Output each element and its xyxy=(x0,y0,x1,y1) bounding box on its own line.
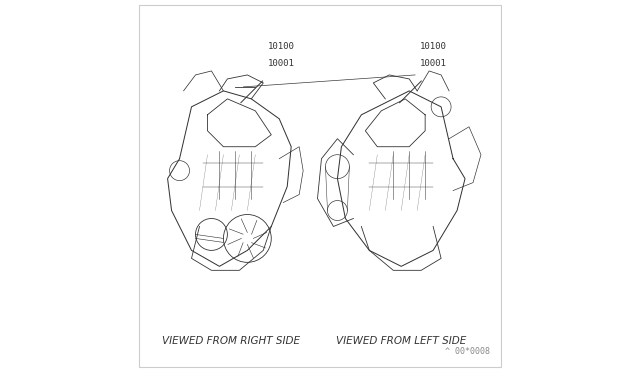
Text: 10001: 10001 xyxy=(268,59,295,68)
Text: ^ 00*0008: ^ 00*0008 xyxy=(445,347,490,356)
Text: VIEWED FROM RIGHT SIDE: VIEWED FROM RIGHT SIDE xyxy=(163,336,300,346)
Text: 10100: 10100 xyxy=(420,42,447,51)
Text: 10100: 10100 xyxy=(268,42,295,51)
Text: 10001: 10001 xyxy=(420,59,447,68)
Text: VIEWED FROM LEFT SIDE: VIEWED FROM LEFT SIDE xyxy=(336,336,467,346)
